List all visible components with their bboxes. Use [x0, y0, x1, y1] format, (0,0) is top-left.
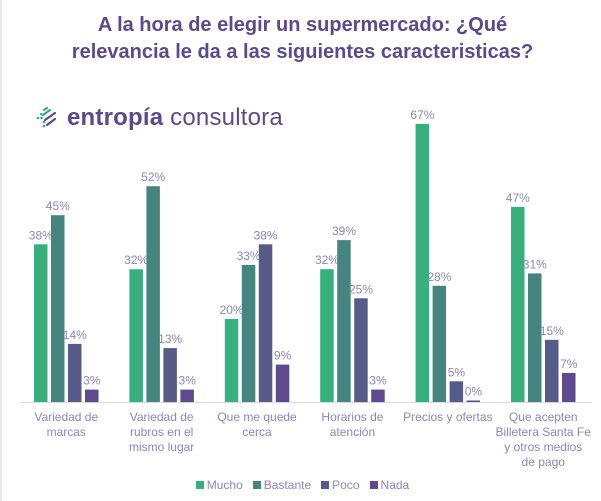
bar-poco [545, 339, 559, 403]
data-label: 15% [540, 324, 564, 338]
data-label: 38% [29, 228, 53, 242]
bar-bastante [51, 215, 65, 402]
bar-poco [258, 244, 273, 402]
bar-mucho [129, 269, 143, 402]
bar-poco [163, 348, 177, 403]
legend-label: Bastante [263, 478, 312, 492]
data-label: 5% [448, 365, 466, 379]
legend-label: Nada [380, 478, 410, 492]
x-tick-label-line: mismo lugar [128, 440, 195, 454]
data-label: 38% [254, 228, 278, 242]
data-label: 39% [332, 224, 356, 238]
legend-label: Poco [332, 478, 360, 492]
bar-group: 32% 52% 13% 3% [124, 170, 197, 403]
bar-mucho [511, 206, 525, 402]
x-tick-label-line: y otros medios [504, 440, 583, 454]
data-label: 9% [274, 349, 292, 363]
data-label: 13% [158, 332, 182, 346]
bar-nada [371, 389, 385, 403]
chart-title-line-1: A la hora de elegir un supermercado: ¿Qu… [97, 14, 508, 36]
chart-legend: Mucho Bastante Poco Nada [2, 478, 601, 492]
data-label: 67% [410, 108, 434, 122]
bar-group: 32% 39% 25% 3% [315, 224, 387, 403]
bar-poco [68, 343, 82, 402]
bar-mucho [224, 319, 239, 402]
bar-bastante [528, 273, 542, 403]
data-label: 31% [523, 257, 547, 271]
entropia-logo-icon [36, 106, 57, 128]
x-tick-label-line: Billetera Santa Fe [495, 425, 591, 439]
legend-item-bastante: Bastante [252, 478, 312, 492]
x-tick-label-line: rubros en el [129, 425, 194, 439]
bar-nada [85, 389, 99, 403]
x-tick-label: Variedad de rubros en el mismo lugar [112, 410, 212, 455]
bar-bastante [432, 285, 447, 402]
legend-item-mucho: Mucho [195, 478, 243, 492]
bar-group: 38% 45% 14% 3% [29, 199, 101, 403]
bar-bastante [241, 265, 256, 402]
data-label: 7% [560, 357, 578, 371]
x-tick-label: Horarios de atención [302, 410, 402, 440]
x-tick-label-line: Variedad de [129, 410, 194, 424]
data-label: 32% [315, 253, 339, 267]
x-tick-label-line: atención [329, 425, 376, 439]
legend-swatch [321, 481, 330, 489]
data-label: 47% [506, 191, 530, 205]
bar-bastante [337, 240, 351, 402]
data-label: 3% [369, 374, 387, 388]
brand-logo: entropía consultora [35, 104, 283, 132]
data-label: 45% [46, 199, 70, 213]
bar-mucho [415, 123, 430, 403]
data-label: 52% [141, 170, 165, 184]
bar-group: 47% 31% 15% 7% [506, 191, 578, 403]
bar-nada [180, 389, 194, 403]
x-tick-label-line: cerca [242, 425, 272, 439]
bar-mucho [34, 244, 48, 402]
x-tick-label-line: de pago [521, 455, 565, 469]
x-tick-label-line: Que me quede [217, 410, 297, 424]
legend-item-poco: Poco [321, 478, 360, 492]
bar-bastante [146, 186, 160, 402]
legend-swatch [369, 481, 378, 489]
x-tick-label: Precios y ofertas [398, 410, 498, 425]
bar-group: 20% 33% 38% 9% [220, 228, 292, 402]
chart-title-line-2: relevancia le da a las siguientes caract… [71, 41, 534, 63]
bar-nada [275, 364, 290, 402]
data-label: 3% [83, 374, 101, 388]
bar-poco [449, 381, 464, 403]
x-tick-label-line: Que acepten [508, 410, 578, 424]
x-tick-label-line: Horarios de [321, 410, 384, 424]
x-tick-label: Variedad de marcas [16, 410, 116, 440]
bar-mucho [320, 269, 334, 402]
x-tick-label-line: Precios y ofertas [403, 410, 493, 424]
data-label: 28% [427, 270, 451, 284]
x-tick-label: Que acepten Billetera Santa Fe y otros med… [493, 410, 593, 470]
bar-poco [354, 298, 368, 403]
data-label: 33% [237, 249, 261, 263]
data-label: 3% [179, 374, 197, 388]
data-label: 20% [220, 303, 244, 317]
brand-name-light: consultora [170, 104, 283, 131]
data-label: 0% [465, 385, 483, 399]
data-label: 32% [124, 253, 148, 267]
x-tick-label-line: marcas [46, 425, 86, 439]
legend-swatch [195, 481, 204, 489]
legend-label: Mucho [206, 478, 243, 492]
x-tick-label-line: Variedad de [34, 410, 99, 424]
bar-group: 67% 28% 5% 0% [410, 108, 483, 403]
data-label: 14% [63, 328, 87, 342]
legend-item-nada: Nada [369, 478, 410, 492]
data-label: 25% [349, 282, 373, 296]
x-tick-label: Que me quede cerca [207, 410, 307, 440]
brand-name: entropía consultora [67, 104, 283, 132]
brand-name-bold: entropía [67, 104, 164, 131]
legend-swatch [252, 481, 261, 489]
bar-nada [466, 400, 481, 402]
bar-nada [562, 372, 576, 402]
chart-title: A la hora de elegir un supermercado: ¿Qu… [2, 12, 601, 66]
